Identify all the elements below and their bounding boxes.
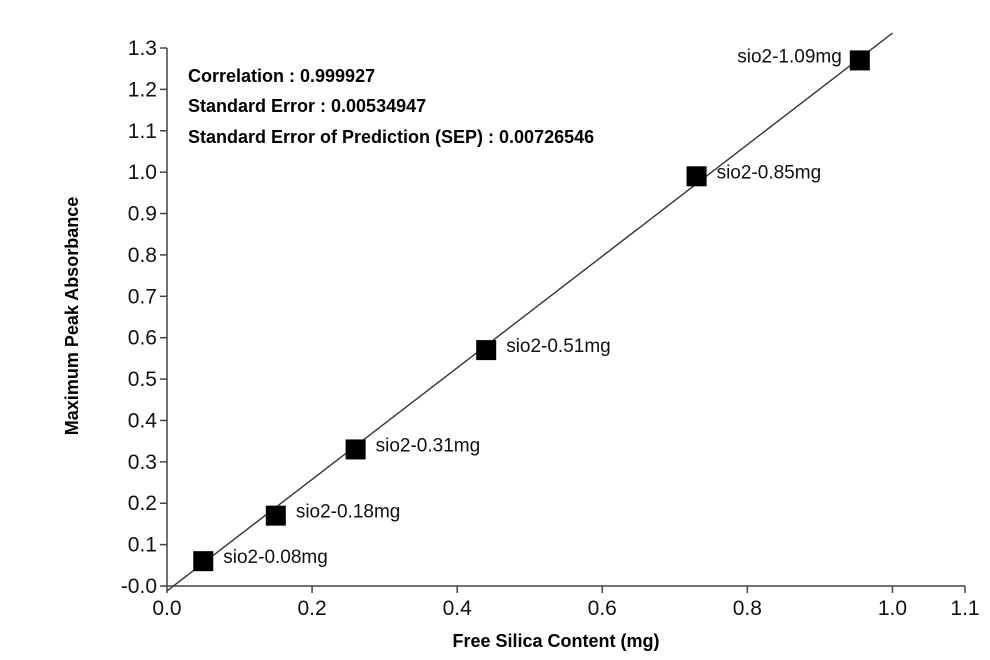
data-point-label: sio2-0.85mg [717,162,822,183]
data-point-marker [345,439,366,460]
y-tick-label: 0.8 [128,244,157,267]
y-tick-label: 1.1 [128,120,157,143]
data-point-label: sio2-0.08mg [223,547,328,568]
x-tick-label: 0.0 [152,597,181,620]
axes [166,48,965,587]
point-labels: sio2-0.08mg sio2-0.18mg sio2-0.31mg sio2-0.… [223,46,842,568]
data-point-label: sio2-1.09mg [737,46,842,67]
x-axis-title: Free Silica Content (mg) [452,631,659,651]
data-point-label: sio2-0.51mg [506,336,611,357]
y-axis-title: Maximum Peak Absorbance [62,197,82,435]
data-point-label: sio2-0.18mg [296,502,401,523]
y-tick-label: 0.5 [128,368,157,391]
y-tick-label: 0.4 [128,409,158,432]
x-tick-label: 0.4 [443,597,473,620]
x-tick-label: 0.6 [588,597,617,620]
data-point-marker [193,551,214,572]
data-point-marker [849,50,870,71]
y-tick-label: 0.6 [128,327,157,350]
y-tick-label: 1.3 [128,37,157,60]
y-tick-label: -0.0 [121,575,157,598]
x-tick-label: 1.0 [878,597,907,620]
regression-line [166,32,893,592]
y-tick-label: 1.2 [128,78,157,101]
stat-correlation: Correlation : 0.999927 [188,66,375,86]
data-point-label: sio2-0.31mg [376,435,481,456]
y-tick-label: 0.9 [128,203,157,226]
data-point-marker [265,505,286,526]
stat-standard-error: Standard Error : 0.00534947 [188,96,426,116]
y-tick-label: 0.2 [128,492,157,515]
statistics-box: Correlation : 0.999927 Standard Error : … [188,66,594,147]
x-tick-label: 1.1 [950,597,979,620]
fit-line-group [166,32,893,592]
y-tick-label: 0.7 [128,285,157,308]
x-tick-label: 0.8 [733,597,762,620]
x-tick-label: 0.2 [297,597,326,620]
data-points [193,50,870,572]
stat-sep: Standard Error of Prediction (SEP) : 0.0… [188,127,594,147]
x-ticks: 0.0 0.2 0.4 0.6 0.8 1.0 1.1 [152,586,980,620]
data-point-marker [686,166,707,187]
y-tick-label: 0.3 [128,451,157,474]
y-tick-label: 0.1 [128,534,157,557]
y-ticks: -0.0 0.1 0.2 0.3 0.4 0.5 0.6 0.7 0.8 0.9 1.0 1.1 1.2… [121,37,167,598]
y-tick-label: 1.0 [128,161,157,184]
data-point-marker [476,340,497,361]
